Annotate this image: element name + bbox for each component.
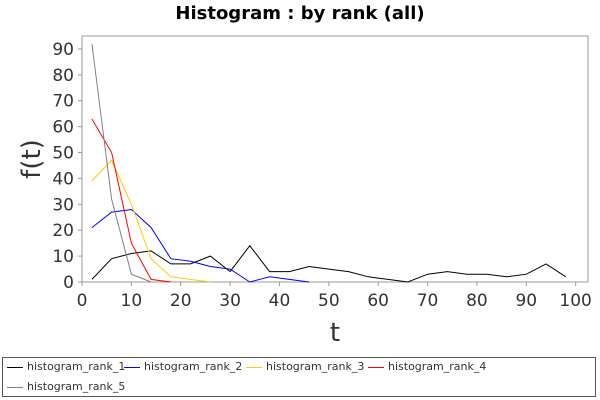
- y-tick-label: 80: [52, 66, 74, 86]
- series-lines: [91, 43, 567, 283]
- series-line-histogram_rank_3: [91, 159, 211, 283]
- legend-item: histogram_rank_5: [7, 380, 125, 393]
- x-tick-label: 50: [318, 291, 340, 311]
- x-tick-label: 80: [466, 291, 488, 311]
- y-axis-label: f(t): [17, 139, 47, 179]
- x-axis-label: t: [330, 318, 340, 348]
- y-tick-label: 50: [52, 144, 74, 164]
- legend-label: histogram_rank_4: [388, 360, 487, 373]
- legend-label: histogram_rank_3: [266, 360, 365, 373]
- chart-title: Histogram : by rank (all): [175, 3, 425, 24]
- x-tick-label: 90: [515, 291, 537, 311]
- x-axis: 0 10 20 30 40 50 60 70 80 90 100: [77, 282, 592, 311]
- x-tick-label: 30: [219, 291, 241, 311]
- legend-label: histogram_rank_1: [27, 360, 126, 373]
- legend-swatch: [246, 366, 262, 368]
- x-tick-label: 100: [559, 291, 591, 311]
- legend-item: histogram_rank_3: [246, 360, 364, 373]
- y-tick-label: 10: [52, 247, 74, 267]
- y-tick-label: 40: [52, 169, 74, 189]
- x-tick-label: 20: [170, 291, 192, 311]
- y-axis: 0 10 20 30 40 50 60 70 80 90: [52, 40, 82, 293]
- legend-item: histogram_rank_4: [368, 360, 486, 373]
- series-line-histogram_rank_4: [91, 118, 171, 283]
- y-tick-label: 70: [52, 92, 74, 112]
- x-tick-label: 60: [367, 291, 389, 311]
- legend-item: histogram_rank_1: [7, 360, 125, 373]
- legend: histogram_rank_1 histogram_rank_2 histogra…: [2, 357, 596, 397]
- y-tick-label: 60: [52, 118, 74, 138]
- legend-swatch: [124, 366, 140, 368]
- legend-swatch: [7, 386, 23, 388]
- x-tick-label: 0: [77, 291, 88, 311]
- series-line-histogram_rank_5: [91, 43, 152, 283]
- legend-swatch: [7, 366, 23, 368]
- x-tick-label: 10: [121, 291, 143, 311]
- plot-frame: [81, 35, 589, 283]
- legend-label: histogram_rank_5: [27, 380, 126, 393]
- legend-label: histogram_rank_2: [144, 360, 243, 373]
- series-line-histogram_rank_2: [91, 208, 310, 283]
- legend-swatch: [368, 366, 384, 368]
- y-tick-label: 20: [52, 221, 74, 241]
- x-tick-label: 70: [417, 291, 439, 311]
- y-tick-label: 30: [52, 195, 74, 215]
- x-tick-label: 40: [269, 291, 291, 311]
- y-tick-label: 0: [63, 273, 74, 293]
- chart-area: 0 10 20 30 40 50 60 70 80 90 0 10 20 30 40 50 60 70 80 90 1…: [17, 35, 592, 348]
- y-tick-label: 90: [52, 40, 74, 60]
- series-line-histogram_rank_1: [91, 244, 567, 283]
- legend-item: histogram_rank_2: [124, 360, 242, 373]
